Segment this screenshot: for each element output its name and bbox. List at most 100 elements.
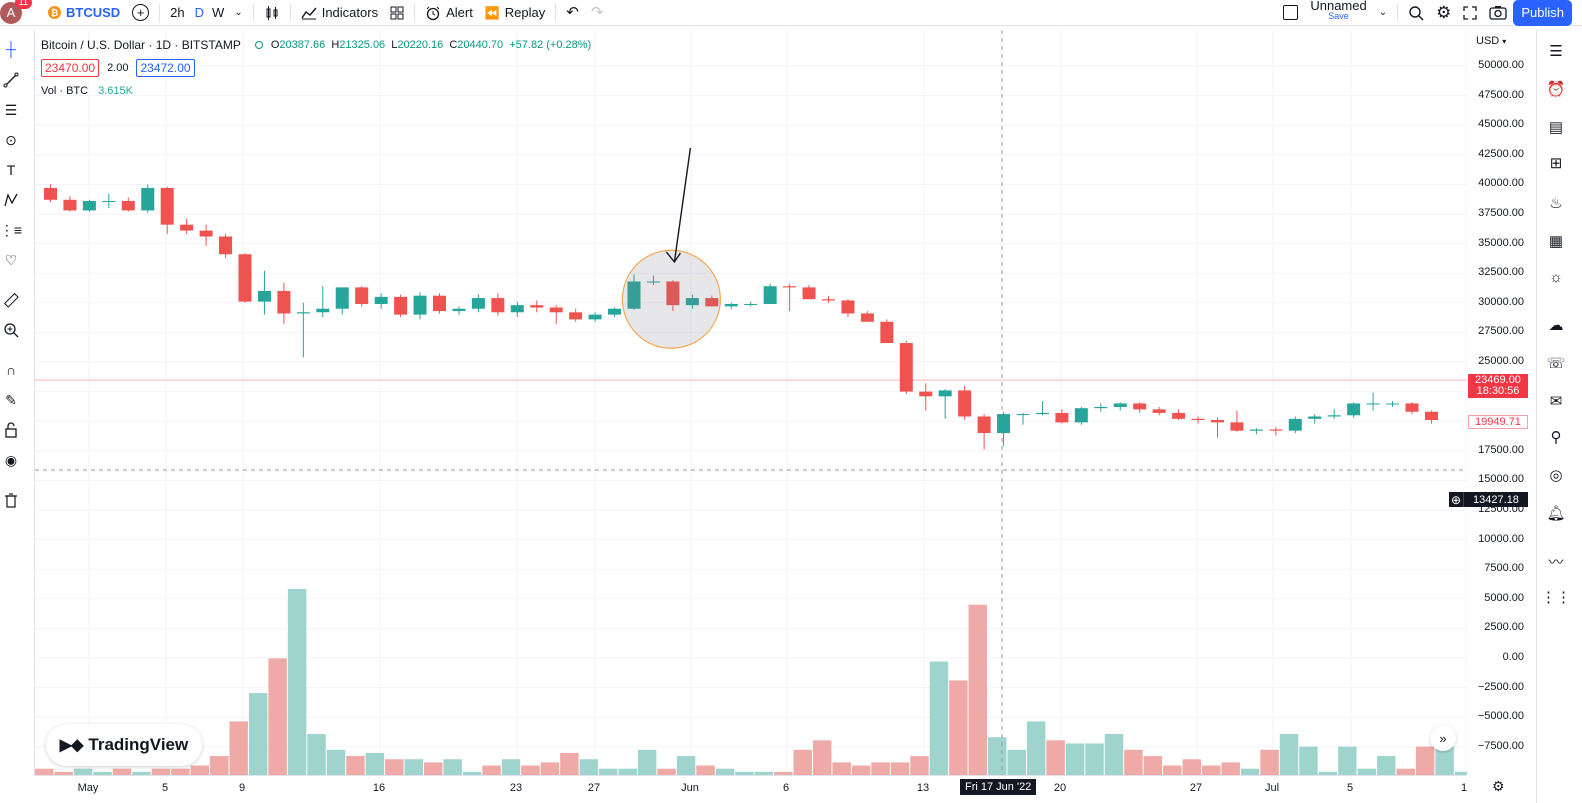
text-icon[interactable]: T xyxy=(6,162,16,178)
idea-stream-icon[interactable]: ⚲ xyxy=(1550,429,1562,446)
time-tick-label: 5 xyxy=(161,782,169,794)
candle xyxy=(997,411,1011,447)
chart-settings-gear[interactable]: ⚙ xyxy=(1492,778,1505,795)
annotation-circle[interactable] xyxy=(621,249,722,349)
price-tick-label: 47500.00 xyxy=(1478,88,1524,101)
open-value: 20387.66 xyxy=(279,39,326,51)
candle-body xyxy=(841,300,855,314)
calendar-icon[interactable]: ▦ xyxy=(1548,233,1564,250)
heart-icon[interactable]: ♡ xyxy=(4,251,18,268)
volume-label[interactable]: Vol · BTC xyxy=(41,85,89,97)
search-button[interactable] xyxy=(1402,0,1430,26)
plus-circle-icon: + xyxy=(132,4,150,21)
interval-w[interactable]: W xyxy=(212,5,225,20)
candle-body xyxy=(530,305,544,308)
zoom-in-icon[interactable] xyxy=(0,319,22,341)
layout-dropdown[interactable]: ⌄ xyxy=(1373,0,1393,26)
candle xyxy=(63,196,77,212)
annotation-arrow[interactable] xyxy=(673,147,692,263)
volume-bar xyxy=(1240,768,1260,775)
snapshot-button[interactable] xyxy=(1483,0,1513,26)
volume-bar xyxy=(268,658,287,775)
volume-bar xyxy=(54,771,73,775)
chats-icon[interactable]: ☏ xyxy=(1546,355,1566,372)
add-alert-plus-icon[interactable]: ⊕ xyxy=(1449,492,1464,507)
volume-bar xyxy=(190,765,210,775)
interval-2h[interactable]: 2h xyxy=(170,5,185,20)
chat-cloud-icon[interactable]: ☁ xyxy=(1548,317,1564,334)
volume-bar xyxy=(385,759,404,775)
crosshair-icon[interactable]: ┼ xyxy=(6,41,16,57)
interval-d[interactable]: D xyxy=(194,5,205,20)
broadcast-icon[interactable]: ◎ xyxy=(1549,467,1563,484)
interval-dropdown[interactable]: ⌄ xyxy=(228,0,248,26)
lock-icon[interactable] xyxy=(0,419,22,441)
symbol-search[interactable]: ₿ BTCUSD xyxy=(42,0,126,26)
compare-symbol-button[interactable]: + xyxy=(126,0,155,26)
notification-bell-icon[interactable]: 🔔︎ xyxy=(1546,505,1566,522)
buy-price-button[interactable]: 23472.00 xyxy=(136,59,195,77)
currency-selector[interactable]: USD ▾ xyxy=(1476,35,1506,47)
candle xyxy=(394,294,408,318)
candle-body xyxy=(744,303,758,305)
volume-bar xyxy=(521,765,540,775)
chart-pane[interactable] xyxy=(34,30,1493,775)
candle xyxy=(1211,417,1224,438)
volume-bar xyxy=(890,762,910,775)
eye-icon[interactable]: ◉ xyxy=(4,451,18,468)
volume-bar xyxy=(774,771,793,775)
publish-button[interactable]: Publish xyxy=(1513,0,1572,26)
user-menu[interactable]: A 11 xyxy=(0,0,32,26)
replay-button[interactable]: ⏪ Replay xyxy=(479,0,551,26)
series-title[interactable]: Bitcoin / U.S. Dollar · 1D · BITSTAMP xyxy=(41,38,241,52)
forecast-icon[interactable]: ⋮≡ xyxy=(0,221,23,238)
candle xyxy=(763,283,777,304)
indicators-button[interactable]: Indicators xyxy=(295,0,384,26)
dom-icon[interactable]: ⋮⋮ xyxy=(1541,589,1571,606)
candle xyxy=(958,385,972,421)
sell-price-button[interactable]: 23470.00 xyxy=(41,59,100,77)
watchlist-icon[interactable]: ☰ xyxy=(1549,43,1563,60)
gear-icon: ⚙ xyxy=(1436,3,1452,22)
hotlists-fire-icon[interactable]: ♨ xyxy=(1549,195,1563,212)
avatar[interactable]: A 11 xyxy=(0,0,32,24)
price-axis[interactable]: USD ▾ 23469.00 18:30:56 19949.71 ⊕ 13427… xyxy=(1449,30,1536,775)
trend-line-icon[interactable] xyxy=(0,69,22,91)
xabcd-pattern-icon[interactable] xyxy=(0,189,22,211)
volume-bar xyxy=(287,589,307,775)
undo-button[interactable]: ↶ xyxy=(560,0,585,26)
tradingview-logo[interactable]: ▶◆ TradingView xyxy=(46,724,202,766)
alerts-clock-icon[interactable]: ⏰ xyxy=(1546,81,1566,98)
candle xyxy=(724,302,738,309)
trash-icon[interactable] xyxy=(0,489,22,511)
chart-type-button[interactable] xyxy=(258,0,286,26)
candle-body xyxy=(997,414,1011,434)
pattern-icon[interactable]: ⊙ xyxy=(5,131,17,148)
ruler-icon[interactable] xyxy=(0,289,22,311)
volume-bar xyxy=(813,740,832,775)
comment-icon[interactable]: ✉ xyxy=(1549,393,1563,410)
fullscreen-button[interactable] xyxy=(1457,0,1483,26)
multi-chart-layout-button[interactable] xyxy=(1277,0,1304,26)
templates-button[interactable] xyxy=(384,0,410,26)
annotation-arrowhead xyxy=(665,251,681,264)
time-tick-label: 13 xyxy=(916,782,930,794)
chart-canvas[interactable] xyxy=(35,30,1493,775)
alert-button[interactable]: Alert xyxy=(419,0,479,26)
add-list-icon[interactable]: ⊞ xyxy=(1549,155,1563,172)
candle-body xyxy=(1366,403,1380,405)
candle-body xyxy=(335,287,349,309)
scroll-to-realtime-button[interactable]: » xyxy=(1430,725,1456,751)
fib-retracement-icon[interactable]: ☰ xyxy=(4,101,18,118)
ideas-bulb-icon[interactable]: ☼ xyxy=(1549,268,1563,286)
redo-button[interactable]: ↷ xyxy=(585,0,610,26)
trend-wave-icon[interactable]: 〰 xyxy=(1548,553,1564,571)
settings-button[interactable]: ⚙ xyxy=(1430,0,1457,26)
candle xyxy=(569,308,583,322)
news-icon[interactable]: ▤ xyxy=(1548,119,1564,136)
pencil-lock-icon[interactable]: ✎ xyxy=(5,391,17,408)
magnet-icon[interactable]: ∩ xyxy=(5,362,17,378)
time-axis[interactable]: 1 5 Jul 27 20 13 6 Jun 27 23 16 9 5 May Fri 17 Jun '2… xyxy=(34,775,1467,798)
layout-name-button[interactable]: Unnamed Save xyxy=(1304,0,1372,26)
price-tick-label: 15000.00 xyxy=(1478,473,1524,486)
